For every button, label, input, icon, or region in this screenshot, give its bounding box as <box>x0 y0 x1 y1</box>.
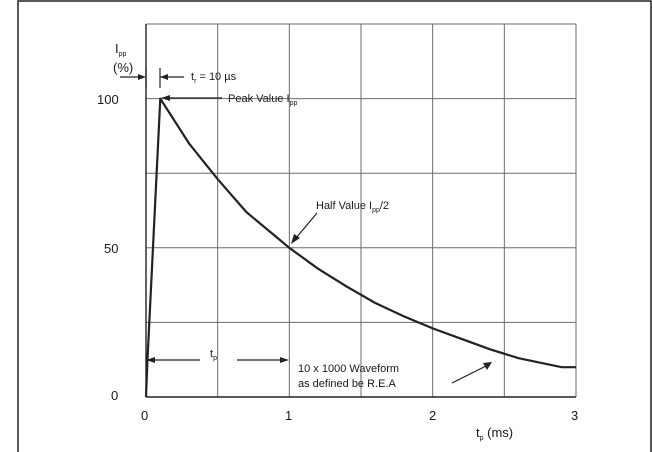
waveform-label-line1: 10 x 1000 Waveform <box>298 363 399 375</box>
tp-label-main: t <box>210 348 213 360</box>
peak-arrow-head <box>161 95 170 101</box>
tr-label-sub: r <box>194 78 197 85</box>
half-annotation <box>291 212 318 244</box>
waveform-label-line2: as defined be R.E.A <box>298 378 397 390</box>
y-axis-label-sub: pp <box>119 51 127 58</box>
y-tick-label: 50 <box>104 241 118 256</box>
tp-arrow-left-head <box>146 357 155 363</box>
peak-label-sub: pp <box>290 100 298 107</box>
half-label: Half Value Ipp/2 <box>316 200 389 214</box>
series-line <box>144 97 576 398</box>
y-axis-unit: (%) <box>113 60 133 75</box>
tr-annotation <box>120 68 184 88</box>
y-tick-label: 0 <box>111 388 118 403</box>
tp-annotation <box>146 357 289 363</box>
tp-label-sub: p <box>213 355 217 362</box>
half-label-sub: pp <box>372 207 380 214</box>
peak-annotation <box>161 95 222 101</box>
x-axis-label-sub: p <box>480 435 484 442</box>
half-label-main: Half Value I <box>316 200 372 212</box>
peak-label: Peak Value Ipp <box>228 93 297 107</box>
tr-label-rest: = 10 µs <box>196 71 236 83</box>
series-group <box>144 97 576 398</box>
x-tick-label: 0 <box>141 408 148 423</box>
page-border <box>17 0 652 452</box>
half-arrow-head <box>291 234 300 244</box>
half-label-rest: /2 <box>380 200 389 212</box>
tr-arrow-left-head <box>138 74 146 80</box>
tp-arrow-right-head <box>280 357 289 363</box>
x-axis-label-unit: (ms) <box>484 425 514 440</box>
half-leader <box>295 212 318 239</box>
tr-label: tr = 10 µs <box>191 71 237 85</box>
y-axis-label: Ipp <box>115 41 127 58</box>
x-tick-label: 2 <box>429 408 436 423</box>
peak-label-main: Peak Value I <box>228 93 290 105</box>
x-tick-label: 3 <box>571 408 578 423</box>
x-tick-label: 1 <box>285 408 292 423</box>
tr-label-main: t <box>191 71 194 83</box>
waveform-annotation <box>451 362 492 384</box>
y-axis-label-main: I <box>115 41 119 56</box>
tr-arrow-right-head <box>160 74 168 80</box>
waveform-leader <box>451 365 487 384</box>
x-axis-label-main: t <box>476 425 480 440</box>
tp-label: tp <box>210 348 217 362</box>
y-tick-label: 100 <box>97 92 119 107</box>
x-axis-label: tp (ms) <box>476 425 513 442</box>
waveform-arrow-head <box>483 362 492 370</box>
